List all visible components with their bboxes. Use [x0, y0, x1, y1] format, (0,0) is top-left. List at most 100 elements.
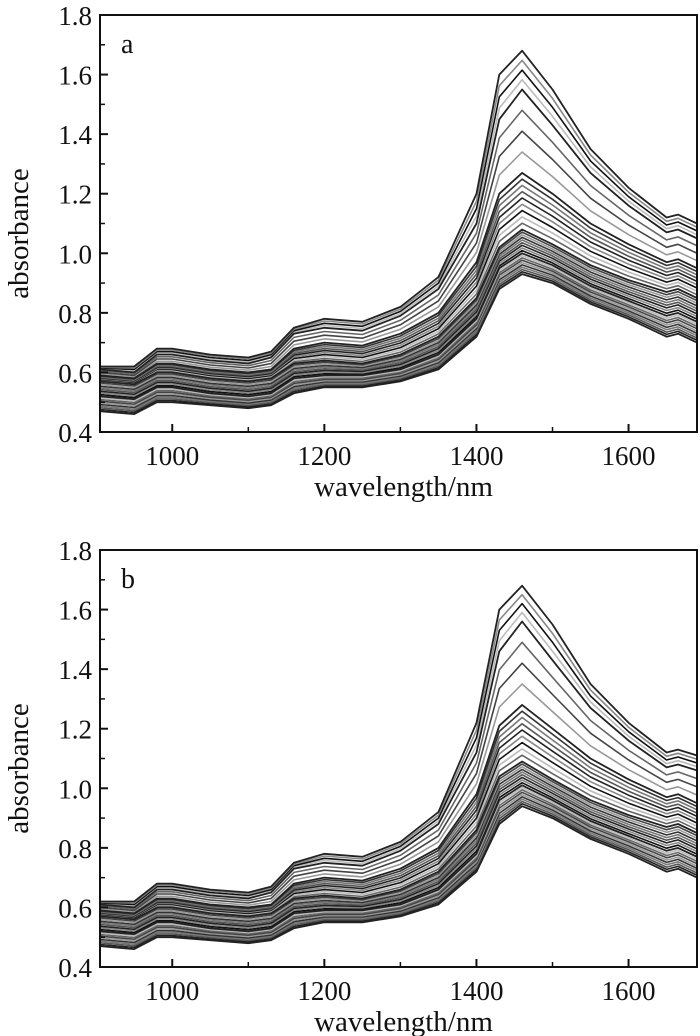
spectrum-line-interp [100, 261, 697, 407]
y-tick-label: 0.8 [58, 834, 92, 864]
spectrum-line-interp [100, 771, 697, 927]
spectrum-line-interp [100, 234, 697, 389]
y-tick-label: 1.2 [58, 715, 92, 745]
spectrum-line-interp [100, 216, 697, 384]
spectrum-line-interp [100, 763, 697, 922]
spectrum-line-interp [100, 222, 697, 385]
spectrum-line-interp [100, 729, 697, 917]
spectrum-line-interp [100, 259, 697, 406]
spectrum-line-interp [100, 59, 697, 369]
spectrum-line-s2 [100, 252, 697, 401]
x-tick-label: 1200 [297, 976, 351, 1006]
spectrum-line-interp [100, 178, 697, 380]
spectrum-line-interp [100, 683, 697, 913]
spectrum-line-interp [100, 768, 697, 926]
y-tick-label: 1.6 [58, 596, 92, 626]
spectrum-line-interp [100, 793, 697, 942]
x-axis-title: wavelength/nm [314, 471, 493, 503]
y-tick-label: 1.4 [58, 655, 92, 685]
spectrum-line-interp [100, 791, 697, 941]
spectrum-line-interp [100, 786, 697, 937]
spectrum-line-interp [100, 69, 697, 371]
spectrum-line-s2 [100, 784, 697, 936]
y-tick-label: 1.0 [58, 774, 92, 804]
spectrum-line-mean [100, 760, 697, 921]
spectrum-line-interp [100, 231, 697, 387]
x-tick-label: 1000 [145, 976, 199, 1006]
panel-label: b [121, 564, 135, 595]
spectrum-line-s4 [100, 704, 697, 915]
spectrum-line-interp [100, 109, 697, 375]
spectrum-line-interp [100, 781, 697, 934]
spectrum-line-interp [100, 602, 697, 906]
y-tick-label: 0.6 [58, 893, 92, 923]
spectrum-line-interp [100, 802, 697, 949]
spectrum-line-interp [100, 264, 697, 409]
spectrum-line-interp [100, 247, 697, 397]
spectrum-line-lower [100, 273, 697, 416]
series-lines [100, 49, 697, 416]
x-tick-label: 1200 [297, 441, 351, 471]
spectrum-line-interp [100, 641, 697, 910]
spectrum-line-interp [100, 796, 697, 944]
spectrum-line-s5 [100, 620, 697, 909]
spectrum-line-interp [100, 257, 697, 404]
spectrum-line-interp [100, 611, 697, 907]
spectrum-line-interp [100, 236, 697, 391]
spectrum-line-mean [100, 228, 697, 386]
spectrum-line-interp [100, 741, 697, 919]
spectrum-line-interp [100, 754, 697, 920]
y-tick-label: 0.4 [58, 953, 92, 983]
spectrum-line-interp [100, 266, 697, 411]
spectrum-line-interp [100, 716, 697, 916]
x-tick-label: 1400 [449, 976, 503, 1006]
x-tick-label: 1600 [602, 976, 656, 1006]
spectrum-line-interp [100, 748, 697, 919]
spectrum-line-interp [100, 244, 697, 396]
spectrum-line-interp [100, 789, 697, 939]
spectrum-line-interp [100, 773, 697, 929]
x-tick-label: 1000 [145, 441, 199, 471]
spectrum-line-interp [100, 249, 697, 399]
y-tick-label: 1.2 [58, 180, 92, 210]
panel-label: a [121, 29, 134, 60]
x-axis-title: wavelength/nm [314, 1006, 493, 1036]
spectrum-line-interp [100, 710, 697, 915]
y-tick-label: 0.6 [58, 358, 92, 388]
x-tick-label: 1400 [449, 441, 503, 471]
spectrum-line-interp [100, 776, 697, 931]
y-tick-label: 1.0 [58, 239, 92, 269]
spectrum-line-interp [100, 268, 697, 412]
y-axis-title: absorbance [3, 168, 35, 298]
y-tick-label: 1.6 [58, 61, 92, 91]
spectrum-line-interp [100, 800, 697, 947]
spectrum-line-interp [100, 765, 697, 924]
spectrum-line-interp [100, 254, 697, 402]
spectrum-line-upper [100, 584, 697, 903]
spectrum-line-interp [100, 209, 697, 384]
spectrum-line-interp [100, 184, 697, 381]
spectrum-line-interp [100, 130, 697, 377]
y-tick-label: 1.8 [58, 536, 92, 566]
spectrum-line-interp [100, 79, 697, 372]
spectrum-line-s5 [100, 88, 697, 374]
y-tick-label: 1.8 [58, 1, 92, 31]
spectrum-line-interp [100, 203, 697, 383]
y-tick-label: 0.8 [58, 299, 92, 329]
y-tick-label: 0.4 [58, 418, 92, 448]
y-axis-title: absorbance [3, 703, 35, 833]
spectrum-line-interp [100, 190, 697, 382]
spectrum-line-interp [100, 241, 697, 394]
panel-b: 0.4 0.6 0.8 1.0 1.2 1.4 1.6 1.8 1000 1200 1400 1600… [3, 536, 698, 1036]
spectrum-line-interp [100, 779, 697, 932]
spectrum-line-interp [100, 735, 697, 918]
spectrum-line-interp [100, 239, 697, 392]
spectrum-line-interp [100, 662, 697, 912]
spectrum-line-interp [100, 151, 697, 378]
x-tick-label: 1600 [602, 441, 656, 471]
spectrum-line-s4 [100, 171, 697, 380]
spectrum-line-interp [100, 270, 697, 414]
spectrum-line-interp [100, 197, 697, 382]
spectrum-line-interp [100, 593, 697, 904]
